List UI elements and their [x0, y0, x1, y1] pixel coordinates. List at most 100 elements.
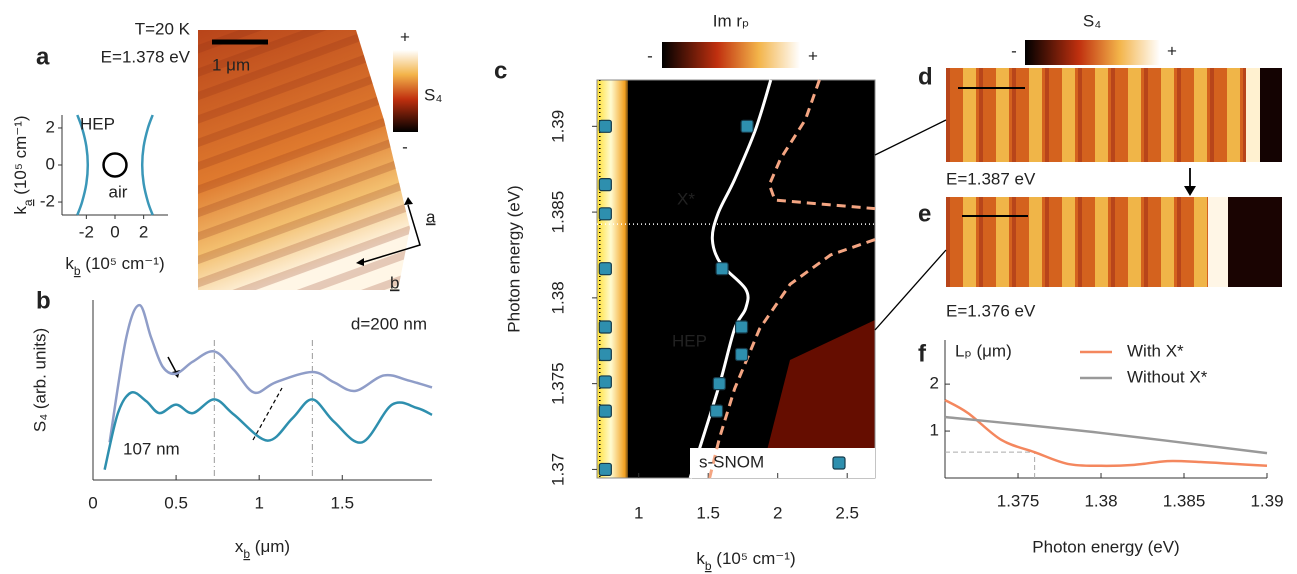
colorbar-min: -	[647, 46, 653, 65]
energy-e: E=1.376 eV	[946, 301, 1036, 320]
y-tick-label: -2	[40, 192, 55, 211]
label-part: (10⁵ cm⁻¹)	[712, 549, 796, 568]
y-axis-label: S₄ (arb. units)	[30, 328, 49, 432]
axis-b-label: b	[390, 273, 399, 292]
x-axis-label: kb (10⁵ cm⁻¹)	[65, 254, 164, 278]
label-part: (10⁵ cm⁻¹)	[11, 115, 30, 199]
image-edge	[1246, 68, 1260, 162]
colorbar-label: S₄	[1083, 11, 1101, 30]
data-point	[736, 321, 748, 333]
y-tick-label: 1.375	[548, 362, 567, 405]
page: {"panel_labels": ["a", "b", "c", "d", "e…	[0, 0, 1297, 574]
y-axis-label: Photon energy (eV)	[504, 185, 523, 332]
legend-label: With X*	[1127, 341, 1184, 360]
x-tick-label: 1.385	[1163, 491, 1206, 510]
figure: a b c d e f T=20 K E=1.378 eV 1 μm + - S…	[0, 0, 1297, 574]
data-point	[599, 348, 611, 360]
image-edge	[1228, 197, 1282, 287]
x-tick-label: 1.5	[696, 503, 720, 522]
data-point	[736, 348, 748, 360]
phase-guide	[253, 388, 282, 440]
image-d	[946, 68, 1246, 162]
x-tick-label: -2	[79, 222, 94, 241]
label-part: (10⁵ cm⁻¹)	[81, 254, 165, 273]
colorbar-label: Im rₚ	[713, 11, 750, 30]
data-point	[741, 120, 753, 132]
colorbar-min: -	[402, 137, 408, 156]
data-point	[599, 376, 611, 388]
y-tick-label: 2	[930, 374, 939, 393]
scale-bar-label: 1 μm	[212, 55, 250, 74]
x-tick-label: 2	[139, 222, 148, 241]
data-point	[599, 263, 611, 275]
panel-label: d	[918, 63, 933, 90]
data-point	[716, 263, 728, 275]
x-tick-label: 1.38	[1084, 491, 1117, 510]
colorbar	[393, 50, 418, 132]
curve-label: HEP	[80, 114, 115, 133]
image-edge	[1260, 68, 1282, 162]
image-e	[946, 197, 1208, 287]
y-tick-label: 1.385	[548, 191, 567, 234]
x-tick-label: 1.39	[1250, 491, 1283, 510]
connector	[875, 250, 946, 330]
arrow-head	[1184, 186, 1196, 196]
connector	[875, 120, 946, 155]
y-tick-label: 1.38	[548, 281, 567, 314]
series-line	[142, 115, 152, 215]
series-label: d=200 nm	[351, 314, 427, 333]
x-tick-label: 1.375	[997, 491, 1040, 510]
y-tick-label: 2	[46, 117, 55, 136]
x-tick-label: 0	[88, 493, 97, 512]
x-axis-label: kb (10⁵ cm⁻¹)	[696, 549, 795, 573]
air-circle	[104, 154, 127, 177]
colorbar-min: -	[1011, 41, 1017, 60]
energy-d: E=1.387 eV	[946, 169, 1036, 188]
legend-label: Without X*	[1127, 367, 1208, 386]
y-tick-label: 1.39	[548, 110, 567, 143]
x-axis-label: Photon energy (eV)	[1032, 537, 1179, 556]
panel-label: f	[918, 340, 927, 367]
x-axis-label: xb (μm)	[235, 537, 290, 561]
x-tick-label: 2	[773, 503, 782, 522]
x-tick-label: 0	[110, 222, 119, 241]
panel-label: e	[918, 200, 931, 227]
arrow	[168, 357, 176, 372]
data-point	[599, 179, 611, 191]
data-point	[599, 463, 611, 475]
colorbar	[662, 42, 800, 68]
data-point	[599, 120, 611, 132]
colorbar-max: +	[1167, 41, 1177, 60]
series-label: 107 nm	[123, 439, 180, 458]
circle-label: air	[109, 182, 128, 201]
panel-label: b	[36, 287, 51, 314]
annotation: HEP	[672, 331, 707, 350]
axis-a-label: a	[426, 207, 436, 226]
data-point	[599, 405, 611, 417]
y-tick-label: 1	[930, 421, 939, 440]
y-tick-label: 1.37	[548, 453, 567, 486]
annotation: X*	[677, 189, 695, 208]
data-point	[599, 321, 611, 333]
data-point	[711, 405, 723, 417]
panel-label: a	[36, 43, 50, 70]
data-point	[599, 208, 611, 220]
x-tick-label: 0.5	[164, 493, 188, 512]
colorbar-label: S₄	[424, 85, 442, 104]
x-tick-label: 2.5	[835, 503, 859, 522]
x-tick-label: 1	[254, 493, 263, 512]
arrow-head	[404, 197, 413, 205]
panel-label: c	[494, 57, 507, 84]
x-tick-label: 1.5	[330, 493, 354, 512]
temperature: T=20 K	[135, 19, 191, 38]
y-axis-label: Lₚ (μm)	[955, 341, 1012, 360]
legend-label: s-SNOM	[699, 452, 764, 471]
y-axis-label: ka (10⁵ cm⁻¹)	[11, 115, 35, 214]
energy: E=1.378 eV	[101, 47, 191, 66]
x-tick-label: 1	[634, 503, 643, 522]
data-point	[713, 378, 725, 390]
colorbar	[1025, 40, 1160, 65]
y-tick-label: 0	[46, 154, 55, 173]
image-edge	[1208, 197, 1228, 287]
colorbar-max: +	[808, 46, 818, 65]
